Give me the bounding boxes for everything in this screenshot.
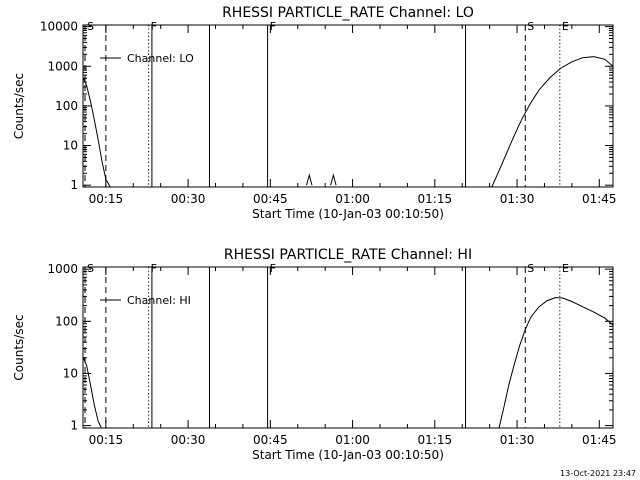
hi-legend-label: Channel: HI bbox=[127, 294, 191, 307]
lo-x-tick-label-1: 00:30 bbox=[171, 192, 206, 206]
lo-series-line-0 bbox=[83, 78, 111, 187]
hi-x-axis-label: Start Time (10-Jan-03 00:10:50) bbox=[252, 448, 444, 462]
hi-x-tick-label-1: 00:30 bbox=[171, 433, 206, 447]
hi-event-marker-e-4: E bbox=[562, 262, 569, 275]
hi-x-tick-label-5: 01:30 bbox=[500, 433, 535, 447]
lo-chart-title: RHESSI PARTICLE_RATE Channel: LO bbox=[222, 5, 474, 21]
hi-event-marker-s-3: S bbox=[527, 262, 534, 275]
hi-x-tick-label-2: 00:45 bbox=[253, 433, 288, 447]
lo-x-tick-label-2: 00:45 bbox=[253, 192, 288, 206]
lo-x-tick-label-4: 01:15 bbox=[418, 192, 453, 206]
lo-y-tick-label-2: 100 bbox=[55, 99, 78, 113]
lo-y-tick-label-1: 10 bbox=[63, 139, 78, 153]
hi-x-tick-label-0: 00:15 bbox=[89, 433, 124, 447]
hi-x-tick-label-3: 01:00 bbox=[335, 433, 370, 447]
lo-series-line-2 bbox=[330, 173, 337, 186]
hi-x-tick-label-4: 01:15 bbox=[418, 433, 453, 447]
lo-series-line-1 bbox=[306, 173, 313, 186]
lo-series-line-3 bbox=[491, 56, 613, 187]
lo-event-marker-e-4: E bbox=[562, 20, 569, 33]
hi-series-line-1 bbox=[498, 297, 613, 428]
lo-x-tick-label-0: 00:15 bbox=[89, 192, 124, 206]
hi-plot-frame bbox=[82, 266, 614, 429]
hi-channel-panel: RHESSI PARTICLE_RATE Channel: HI Counts/s… bbox=[12, 247, 617, 462]
lo-y-axis-label: Counts/sec bbox=[12, 73, 26, 139]
hi-y-axis-label: Counts/sec bbox=[12, 314, 26, 380]
lo-x-tick-label-5: 01:30 bbox=[500, 192, 535, 206]
lo-y-tick-label-0: 1 bbox=[70, 178, 78, 192]
lo-y-tick-label-4: 10000 bbox=[40, 20, 78, 34]
lo-y-tick-label-3: 1000 bbox=[47, 59, 78, 73]
hi-y-tick-label-0: 1 bbox=[70, 419, 78, 433]
hi-y-tick-label-1: 10 bbox=[63, 366, 78, 380]
lo-event-marker-f-1: F bbox=[151, 20, 157, 33]
lo-plot-frame bbox=[82, 24, 614, 188]
hi-x-tick-label-6: 01:45 bbox=[582, 433, 617, 447]
lo-legend-label: Channel: LO bbox=[127, 52, 194, 65]
hi-event-marker-s-0: S bbox=[87, 262, 94, 275]
lo-x-tick-label-6: 01:45 bbox=[582, 192, 617, 206]
lo-channel-panel: RHESSI PARTICLE_RATE Channel: LO Counts/s… bbox=[12, 5, 617, 221]
lo-event-marker-f-2: F bbox=[270, 20, 276, 33]
lo-event-marker-s-3: S bbox=[527, 20, 534, 33]
lo-x-axis-label: Start Time (10-Jan-03 00:10:50) bbox=[252, 207, 444, 221]
hi-event-marker-f-2: F bbox=[270, 262, 276, 275]
hi-y-tick-label-3: 1000 bbox=[47, 262, 78, 276]
hi-y-tick-label-2: 100 bbox=[55, 314, 78, 328]
hi-series-line-0 bbox=[83, 357, 102, 428]
hi-event-marker-f-1: F bbox=[151, 262, 157, 275]
lo-x-tick-label-3: 01:00 bbox=[335, 192, 370, 206]
hi-chart-title: RHESSI PARTICLE_RATE Channel: HI bbox=[224, 247, 472, 263]
generation-timestamp: 13-Oct-2021 23:47 bbox=[560, 469, 636, 478]
